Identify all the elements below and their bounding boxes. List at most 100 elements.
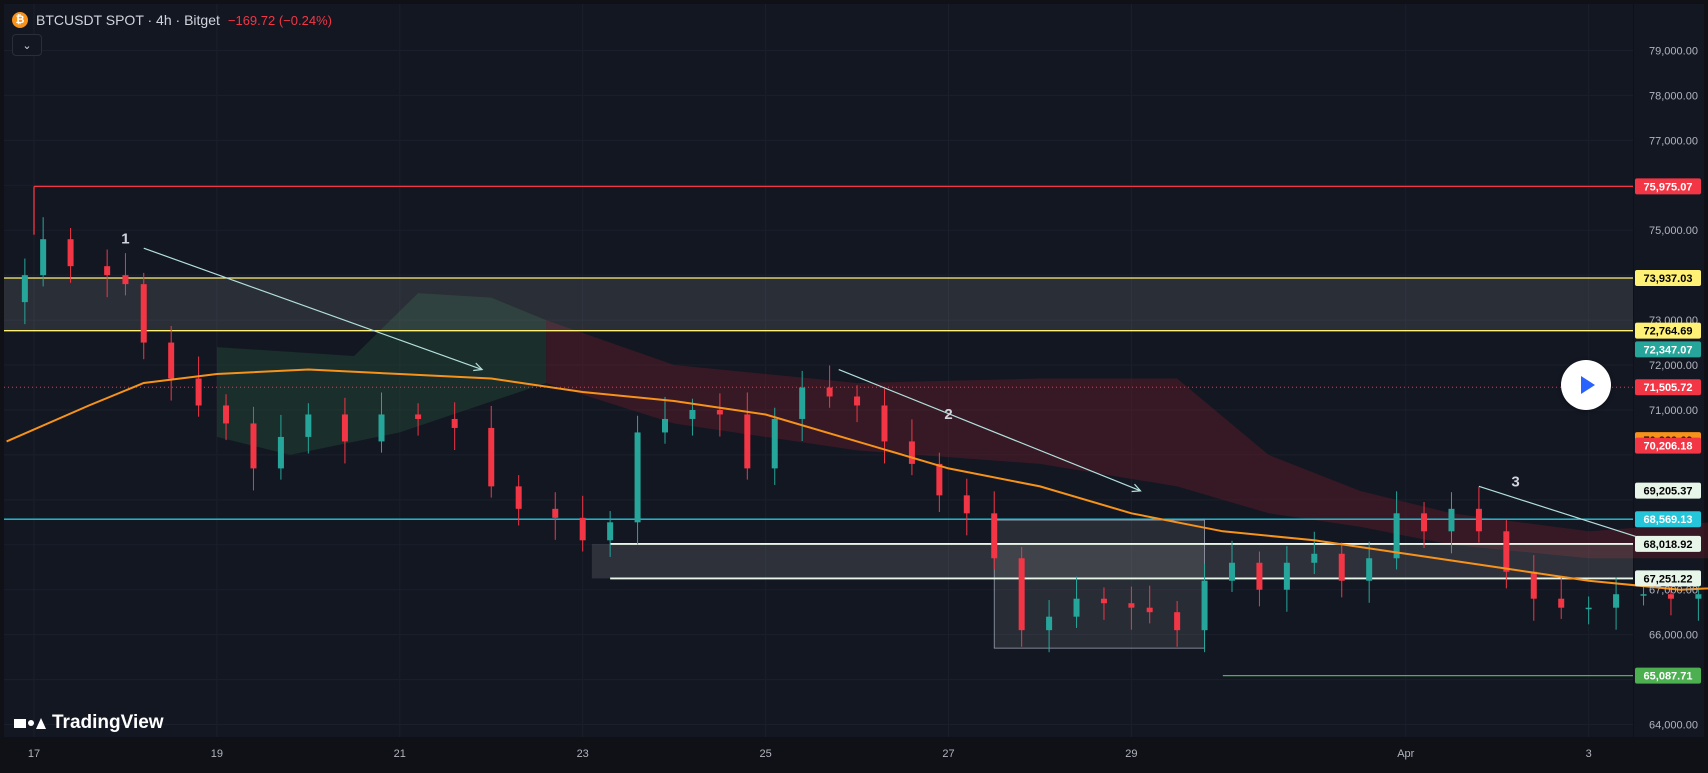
candle-body[interactable] bbox=[1228, 562, 1235, 581]
candle-body[interactable] bbox=[1046, 616, 1053, 631]
candle-body[interactable] bbox=[1640, 594, 1647, 596]
candle-body[interactable] bbox=[881, 405, 888, 442]
price-tick-9: 64,000.00 bbox=[1649, 720, 1698, 732]
candle-body[interactable] bbox=[799, 387, 806, 419]
price-tag-0: 72,347.07 bbox=[1644, 344, 1693, 356]
candle-body[interactable] bbox=[40, 239, 47, 276]
price-tick-3: 75,000.00 bbox=[1649, 225, 1698, 237]
candle-body[interactable] bbox=[1585, 607, 1592, 610]
level-price-label-4: 68,018.92 bbox=[1644, 539, 1693, 551]
candle-body[interactable] bbox=[1475, 508, 1482, 532]
candle-body[interactable] bbox=[1146, 607, 1153, 613]
candle-body[interactable] bbox=[451, 418, 458, 428]
resistance-zone bbox=[4, 277, 1633, 331]
wave-label-0: 1 bbox=[121, 231, 129, 248]
candle-body[interactable] bbox=[67, 239, 74, 267]
price-tag-3-bg bbox=[1635, 437, 1701, 454]
candle-body[interactable] bbox=[963, 495, 970, 514]
candle-body[interactable] bbox=[1667, 594, 1674, 599]
time-tick-2: 21 bbox=[394, 748, 406, 760]
time-tick-0: 17 bbox=[28, 748, 40, 760]
wave-arrow-2-head bbox=[1131, 483, 1142, 493]
candle-body[interactable] bbox=[168, 342, 175, 379]
candle-body[interactable] bbox=[223, 405, 230, 424]
candle-body[interactable] bbox=[1393, 513, 1400, 559]
candle-body[interactable] bbox=[607, 522, 614, 541]
wave-arrow-1-head bbox=[473, 362, 484, 372]
candle-body[interactable] bbox=[1695, 594, 1702, 599]
candle-body[interactable] bbox=[250, 423, 257, 469]
candle-body[interactable] bbox=[744, 414, 751, 469]
candle-body[interactable] bbox=[908, 441, 915, 464]
candle-body[interactable] bbox=[1613, 594, 1620, 608]
candle-body[interactable] bbox=[1530, 571, 1537, 599]
candle-body[interactable] bbox=[826, 387, 833, 397]
candle-body[interactable] bbox=[634, 432, 641, 523]
time-tick-1: 19 bbox=[211, 748, 223, 760]
level-price-label-4-bg bbox=[1635, 535, 1701, 552]
candle-body[interactable] bbox=[1073, 598, 1080, 617]
candle-body[interactable] bbox=[1311, 553, 1318, 563]
price-axis[interactable] bbox=[1634, 4, 1704, 737]
price-tag-4-bg bbox=[1635, 482, 1701, 499]
candle-body[interactable] bbox=[552, 508, 559, 518]
tradingview-logo-icon bbox=[14, 717, 46, 729]
candle-body[interactable] bbox=[991, 513, 998, 559]
btc-coin-icon: ₿ bbox=[12, 12, 28, 28]
candle-body[interactable] bbox=[195, 378, 202, 406]
wave-arrow-3 bbox=[1478, 485, 1662, 546]
replay-play-button[interactable] bbox=[1561, 360, 1611, 410]
price-tick-5: 72,000.00 bbox=[1649, 360, 1698, 372]
candle-body[interactable] bbox=[579, 517, 586, 541]
price-tag-1-bg bbox=[1635, 379, 1701, 396]
candle-body[interactable] bbox=[415, 414, 422, 419]
candle-body[interactable] bbox=[305, 414, 312, 437]
price-tick-7: 67,000.00 bbox=[1649, 585, 1698, 597]
candle-body[interactable] bbox=[1421, 513, 1428, 532]
price-tag-4: 69,205.37 bbox=[1644, 486, 1693, 498]
candle-body[interactable] bbox=[936, 463, 943, 496]
candle-body[interactable] bbox=[122, 275, 129, 285]
candle-body[interactable] bbox=[1338, 553, 1345, 581]
consolidation-box bbox=[993, 519, 1205, 649]
candle-body[interactable] bbox=[1558, 598, 1565, 608]
candle-body[interactable] bbox=[1256, 562, 1263, 590]
level-price-label-3-bg bbox=[1635, 511, 1701, 528]
moving-average-line bbox=[6, 368, 1708, 591]
wave-label-1: 2 bbox=[944, 406, 952, 423]
candle-body[interactable] bbox=[1174, 612, 1181, 631]
candle-body[interactable] bbox=[716, 409, 723, 415]
candle-body[interactable] bbox=[488, 427, 495, 487]
candle-body[interactable] bbox=[1018, 558, 1025, 631]
candle-body[interactable] bbox=[1503, 531, 1510, 572]
symbol-title[interactable]: BTCUSDT SPOT · 4h · Bitget bbox=[36, 12, 220, 28]
candle-body[interactable] bbox=[689, 409, 696, 419]
candle-body[interactable] bbox=[21, 275, 28, 303]
candle-body[interactable] bbox=[854, 396, 861, 406]
candle-body[interactable] bbox=[341, 414, 348, 442]
candle-body[interactable] bbox=[1366, 558, 1373, 581]
candle-body[interactable] bbox=[378, 414, 385, 442]
candle-body[interactable] bbox=[104, 266, 111, 276]
candle-body[interactable] bbox=[771, 418, 778, 469]
candle-body[interactable] bbox=[662, 418, 669, 433]
candle-body[interactable] bbox=[1201, 580, 1208, 631]
chevron-down-icon: ⌄ bbox=[22, 39, 32, 52]
candle-body[interactable] bbox=[140, 284, 147, 343]
price-change: −169.72 (−0.24%) bbox=[227, 12, 332, 28]
level-price-label-5-bg bbox=[1635, 570, 1701, 587]
candle-body[interactable] bbox=[277, 436, 284, 469]
level-price-label-1-bg bbox=[1635, 269, 1701, 286]
collapse-legend-button[interactable]: ⌄ bbox=[12, 34, 42, 56]
time-tick-8: 3 bbox=[1586, 748, 1592, 760]
level-price-label-3: 68,569.13 bbox=[1644, 514, 1693, 526]
wave-label-2: 3 bbox=[1511, 473, 1519, 490]
candle-body[interactable] bbox=[1128, 603, 1135, 608]
candle-body[interactable] bbox=[1448, 508, 1455, 532]
price-tick-0: 79,000.00 bbox=[1649, 45, 1698, 57]
candle-body[interactable] bbox=[515, 486, 522, 509]
candle-body[interactable] bbox=[1100, 598, 1107, 604]
price-tick-6: 71,000.00 bbox=[1649, 405, 1698, 417]
candle-body[interactable] bbox=[1283, 562, 1290, 590]
